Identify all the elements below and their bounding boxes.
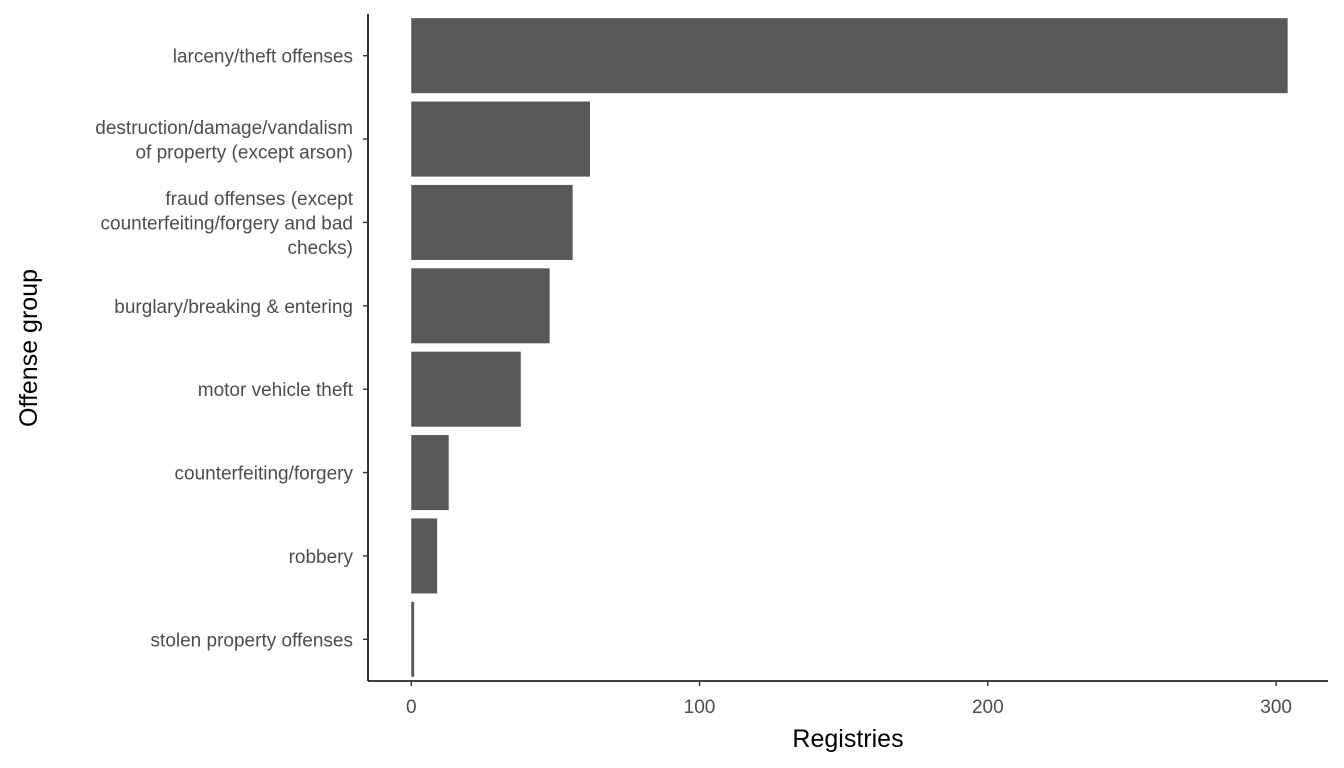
y-tick-label: counterfeiting/forgery <box>175 464 354 485</box>
y-tick-label: stolen property offenses <box>151 630 353 651</box>
y-tick-label: destruction/damage/vandalism of property … <box>95 118 353 164</box>
bar <box>411 601 415 677</box>
y-tick-label-line: burglary/breaking & entering <box>114 297 353 318</box>
x-tick-label: 0 <box>406 697 417 718</box>
y-axis-ticks: larceny/theft offenses destruction/damage… <box>95 47 368 651</box>
y-tick-label-line: of property (except arson) <box>135 142 353 163</box>
y-tick-label: motor vehicle theft <box>198 380 354 401</box>
x-axis-ticks: 0 100 200 300 <box>406 681 1292 718</box>
y-tick-label-line: counterfeiting/forgery and bad <box>101 213 353 234</box>
y-axis-title: Offense group <box>15 269 43 427</box>
y-tick-label-line: larceny/theft offenses <box>173 47 353 68</box>
bar <box>411 351 521 427</box>
y-tick-label-line: checks) <box>288 238 353 259</box>
y-tick-label-line: stolen property offenses <box>151 630 353 651</box>
bar <box>411 518 438 594</box>
x-tick-label: 100 <box>684 697 716 718</box>
y-tick-label-line: robbery <box>289 547 354 568</box>
y-tick-label-line: motor vehicle theft <box>198 380 354 401</box>
bar <box>411 268 550 344</box>
y-tick-label: burglary/breaking & entering <box>114 297 353 318</box>
bar <box>411 184 573 260</box>
y-tick-label-line: fraud offenses (except <box>165 189 353 210</box>
x-tick-label: 300 <box>1260 697 1292 718</box>
bar <box>411 435 449 511</box>
y-tick-label: fraud offenses (except counterfeiting/for… <box>101 189 354 259</box>
bar <box>411 18 1288 94</box>
bar <box>411 101 590 177</box>
x-tick-label: 200 <box>972 697 1004 718</box>
y-tick-label-line: destruction/damage/vandalism <box>95 118 353 139</box>
bars <box>411 18 1288 677</box>
y-tick-label: larceny/theft offenses <box>173 47 353 68</box>
y-tick-label: robbery <box>289 547 354 568</box>
x-axis-title: Registries <box>792 725 903 753</box>
y-tick-label-line: counterfeiting/forgery <box>175 464 354 485</box>
